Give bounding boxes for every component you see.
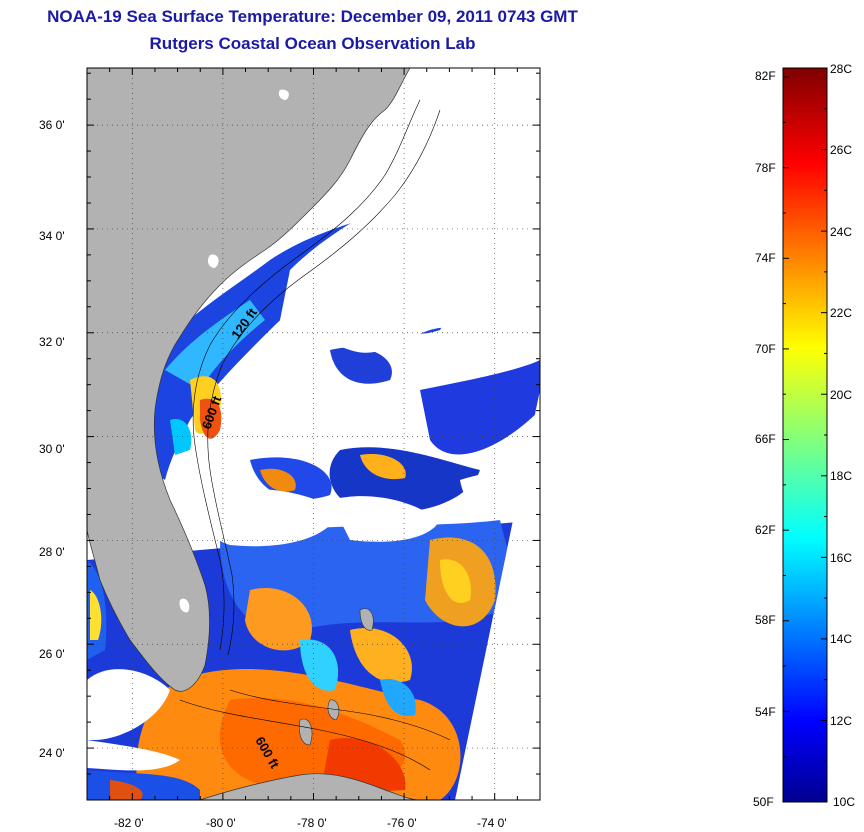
sst-data-layer <box>87 160 540 800</box>
lat-label-34: 34 0' <box>39 229 65 243</box>
lon-label-74: -74 0' <box>477 816 507 830</box>
colorbar-f-70: 70F <box>755 342 776 356</box>
colorbar-f-74: 74F <box>755 251 776 265</box>
lat-label-26: 26 0' <box>39 647 65 661</box>
lon-label-78: -78 0' <box>297 816 327 830</box>
colorbar-f-50: 50F <box>753 795 774 809</box>
colorbar-c-16: 16C <box>830 551 853 565</box>
map-subtitle: Rutgers Coastal Ocean Observation Lab <box>149 34 476 53</box>
map-axes <box>86 67 541 801</box>
isobaths <box>179 99 451 771</box>
colorbar-c-18: 18C <box>830 469 853 483</box>
lat-label-32: 32 0' <box>39 335 65 349</box>
colorbar-f-54: 54F <box>755 705 776 719</box>
colorbar-c-26: 26C <box>830 143 853 157</box>
lon-label-82: -82 0' <box>114 816 144 830</box>
colorbar-f-62: 62F <box>755 523 776 537</box>
map-title: NOAA-19 Sea Surface Temperature: Decembe… <box>47 7 578 26</box>
colorbar-f-66: 66F <box>755 432 776 446</box>
lat-label-36: 36 0' <box>39 118 65 132</box>
colorbar-f-82: 82F <box>755 69 776 83</box>
lon-label-80: -80 0' <box>206 816 236 830</box>
lat-label-28: 28 0' <box>39 545 65 559</box>
colorbar-c-22: 22C <box>830 306 853 320</box>
colorbar-c-20: 20C <box>830 388 853 402</box>
colorbar-f-78: 78F <box>755 161 776 175</box>
colorbar-c-28: 28C <box>830 62 853 76</box>
colorbar-c-14: 14C <box>830 632 853 646</box>
graticule <box>87 68 540 800</box>
colorbar-c-24: 24C <box>830 225 853 239</box>
lon-label-76: -76 0' <box>387 816 417 830</box>
colorbar-c-12: 12C <box>830 714 853 728</box>
lat-label-30: 30 0' <box>39 442 65 456</box>
colorbar-c-10: 10C <box>833 795 856 809</box>
land-mass <box>87 68 411 692</box>
bahamas-islands <box>299 608 374 746</box>
colorbar-f-58: 58F <box>755 613 776 627</box>
lat-label-24: 24 0' <box>39 746 65 760</box>
